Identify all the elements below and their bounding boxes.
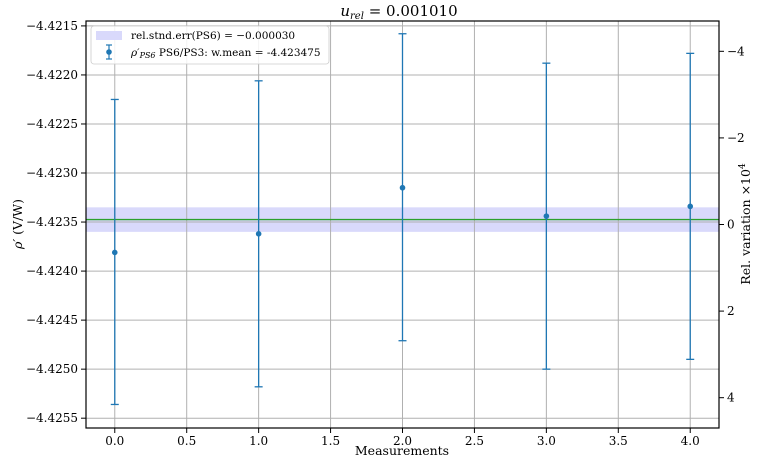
legend-band-swatch [96,31,122,40]
y2-tick-label: −2 [727,131,745,145]
data-point [687,203,694,210]
legend-band-label: rel.stnd.err(PS6) = −0.000030 [131,30,295,42]
y-tick-label: −4.4220 [26,68,78,82]
data-point [399,184,406,191]
x-axis-label: Measurements [355,443,449,457]
y-axis-label: ρ′ (V/W) [10,199,25,250]
x-tick-label: 2.5 [465,434,484,448]
y2-tick-label: 4 [727,391,735,405]
x-tick-label: 0.5 [177,434,196,448]
x-tick-label: 1.0 [249,434,268,448]
data-layer [110,33,695,406]
x-tick-label: 1.5 [321,434,340,448]
y-axis: −4.4215 −4.4220 −4.4225 −4.4230 −4.4235 −4.42… [26,19,86,425]
x-tick-label: 3.5 [609,434,628,448]
x-tick-label: 3.0 [537,434,556,448]
y-tick-label: −4.4255 [26,411,78,425]
data-point [111,249,118,256]
y2-tick-label: 2 [727,304,735,318]
y2-tick-label: 0 [727,218,735,232]
y-tick-label: −4.4225 [26,117,78,131]
y-tick-label: −4.4235 [26,215,78,229]
y-tick-label: −4.4250 [26,362,78,376]
x-tick-label: 4.0 [681,434,700,448]
y-tick-label: −4.4230 [26,166,78,180]
x-axis: 0.0 0.5 1.0 1.5 2.0 2.5 3.0 3.5 4.0 [105,428,700,448]
y-tick-label: −4.4240 [26,264,78,278]
x-tick-label: 0.0 [105,434,124,448]
data-point [543,213,550,219]
legend-box [90,25,330,65]
y-tick-label: −4.4215 [26,19,78,33]
legend: rel.stnd.err(PS6) = −0.000030 ρ′PS6 PS6/… [90,25,330,65]
chart-title: urel = 0.001010 [340,2,457,22]
x-tick-label: 2.0 [393,434,412,448]
data-point [255,231,262,237]
y-tick-label: −4.4245 [26,313,78,327]
y2-tick-label: −4 [727,44,745,58]
legend-series-label: ρ′PS6 PS6/PS3: w.mean = -4.423475 [130,47,321,60]
y2-axis: −4 −2 0 2 4 [719,44,745,405]
y2-axis-label: Rel. variation ×104 [738,163,753,285]
legend-series-marker [106,49,112,55]
